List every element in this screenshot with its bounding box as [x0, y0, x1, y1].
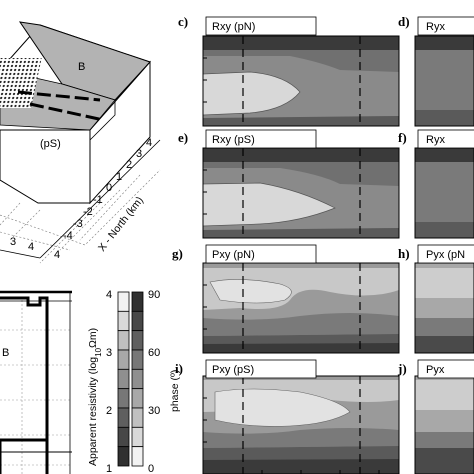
tick-x-6: -1 — [93, 194, 103, 206]
tick-x-8: -3 — [73, 218, 83, 230]
phase-swatch-9 — [131, 446, 144, 467]
block-front-face — [0, 129, 91, 204]
region-b-top — [18, 21, 151, 101]
tick-bottom-2: 4 — [28, 241, 34, 253]
tick-bottom-3: 4 — [54, 249, 60, 261]
panel-e: Rxy (pS) e) — [178, 129, 400, 239]
tick-x-2: 3 — [136, 148, 142, 160]
panel-i-label: i) — [175, 361, 183, 376]
phase-axis-label: phase (º) — [169, 370, 181, 412]
resistivity-swatch-1 — [117, 291, 130, 312]
phase-swatch-4 — [131, 349, 144, 370]
phase-swatch-7 — [131, 407, 144, 428]
panel-d-title: Ryx — [426, 21, 445, 33]
resistivity-swatch-4 — [117, 349, 130, 370]
panel-j-title: Pyx — [426, 364, 445, 376]
x-north-axis-label: X - North (km) — [96, 195, 146, 254]
tick-x-1: 4 — [146, 137, 152, 149]
phase-tick-30: 30 — [148, 405, 160, 417]
panel-c-label: c) — [178, 14, 188, 29]
resistivity-swatch-9 — [117, 446, 130, 467]
resistivity-swatch-7 — [117, 407, 130, 428]
section-plot: B — [0, 290, 72, 474]
resistivity-tick-3: 3 — [106, 347, 112, 359]
tick-x-5: 0 — [106, 182, 112, 194]
colorbar: Apparent resistivity (log10Ωm) 4 3 2 1 9… — [87, 289, 181, 474]
panel-g-title: Pxy (pN) — [212, 249, 255, 261]
panel-f-title: Ryx — [426, 134, 445, 146]
region-b-label: B — [78, 61, 85, 73]
resistivity-swatch-3 — [117, 330, 130, 351]
phase-colorbar — [131, 291, 144, 467]
panel-g-label: g) — [172, 246, 183, 261]
dashed-line-2 — [29, 102, 109, 123]
panel-j: Pyx j) — [397, 359, 474, 474]
phase-swatch-5 — [131, 368, 144, 390]
phase-tick-90: 90 — [148, 289, 160, 301]
resistivity-swatch-2 — [117, 310, 130, 332]
phase-swatch-8 — [131, 426, 144, 448]
section-boundary — [0, 296, 49, 474]
resistivity-colorbar — [117, 291, 130, 467]
panel-d-label: d) — [398, 14, 410, 29]
phase-tick-60: 60 — [148, 347, 160, 359]
panel-h-title: Pyx (pN — [426, 249, 465, 261]
panel-j-label: j) — [397, 361, 407, 376]
block-side-face — [89, 60, 151, 205]
panel-i-title: Pxy (pS) — [212, 364, 254, 376]
phase-swatch-2 — [131, 310, 144, 332]
tick-bottom-1: 3 — [10, 236, 16, 248]
phase-swatch-6 — [131, 388, 144, 409]
block-diagram: B (pS) 4 3 2 1 0 -1 -2 -3 -4 X - North (… — [0, 21, 161, 264]
panel-h: Pyx (pN h) — [398, 244, 474, 354]
resistivity-tick-4: 4 — [106, 289, 112, 301]
phase-swatch-1 — [131, 291, 144, 312]
panel-f: Ryx f) — [398, 129, 474, 239]
panel-h-label: h) — [398, 246, 410, 261]
dashed-line-1 — [17, 90, 101, 102]
panel-c-title: Rxy (pN) — [212, 21, 255, 33]
tick-x-4: 1 — [116, 171, 122, 183]
tick-x-7: -2 — [83, 206, 93, 218]
resistivity-swatch-5 — [117, 368, 130, 390]
resistivity-swatch-6 — [117, 388, 130, 409]
panel-i: Pxy (pS) i) — [175, 359, 400, 474]
panel-e-label: e) — [178, 130, 188, 145]
panel-d: Ryx d) — [398, 14, 474, 127]
resistivity-tick-2: 2 — [106, 405, 112, 417]
tick-x-9: -4 — [63, 230, 73, 242]
panel-c: Rxy (pN) c) — [178, 14, 400, 127]
phase-swatch-3 — [131, 330, 144, 351]
dotted-zone — [0, 58, 42, 108]
panel-g: Pxy (pN) g) — [172, 244, 400, 354]
tick-x-3: 2 — [126, 159, 132, 171]
section-b-label: B — [2, 347, 9, 359]
panel-f-label: f) — [398, 130, 407, 145]
region-ps-label: (pS) — [40, 138, 61, 150]
resistivity-tick-1: 1 — [106, 463, 112, 474]
phase-tick-0: 0 — [148, 463, 154, 474]
resistivity-axis-label: Apparent resistivity (log10Ωm) — [87, 328, 103, 466]
resistivity-swatch-8 — [117, 426, 130, 448]
panel-e-title: Rxy (pS) — [212, 134, 255, 146]
